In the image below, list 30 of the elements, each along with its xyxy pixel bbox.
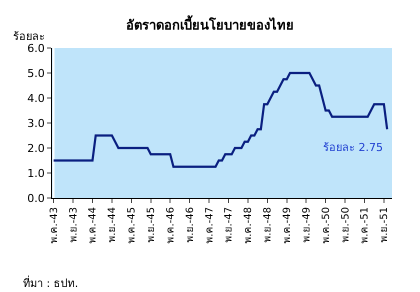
x-tick-label: พ.ค.-51 — [360, 207, 371, 244]
chart-title: อัตราดอกเบี้ยนโยบายของไทย — [126, 14, 294, 34]
x-tick-label: พ.ย.-48 — [262, 207, 274, 243]
y-tick-label: 3.0 — [27, 116, 45, 130]
x-tick-label: พ.ย.-45 — [146, 207, 158, 243]
x-tick-label: พ.ย.-49 — [301, 207, 312, 243]
x-tick-label: พ.ค.-49 — [282, 207, 294, 244]
y-tick-label: 2.0 — [27, 142, 45, 155]
y-tick-label: 4.0 — [27, 92, 45, 105]
annotation: ร้อยละ 2.75 — [323, 141, 383, 154]
y-tick-label: 6.0 — [27, 42, 45, 55]
x-tick-label: พ.ย.-47 — [224, 207, 235, 243]
x-tick-label: พ.ค.-45 — [126, 207, 138, 244]
x-tick-label: พ.ค.-44 — [88, 207, 99, 244]
x-tick-label: พ.ย.-50 — [340, 207, 352, 243]
x-tick-label: พ.ค.-48 — [243, 207, 254, 244]
x-tick-label: พ.ค.-46 — [165, 207, 176, 244]
y-tick-label: 5.0 — [27, 66, 45, 80]
x-tick-label: พ.ค.-43 — [48, 207, 60, 244]
line-series — [52, 72, 388, 168]
x-tick-label: พ.ค.-50 — [320, 207, 332, 244]
x-tick-label: พ.ย.-43 — [68, 207, 80, 243]
y-axis-title: ร้อยละ — [13, 30, 45, 43]
text: ที่มา : ธปท. — [23, 275, 78, 290]
x-tick-label: พ.ย.-51 — [379, 207, 390, 243]
x-tick-label: พ.ค.-47 — [204, 207, 216, 244]
x-tick-label: พ.ย.-44 — [107, 207, 118, 243]
y-tick-label: 1.0 — [27, 166, 45, 180]
y-tick-label: 0.0 — [27, 192, 45, 205]
x-tick-label: พ.ย.-46 — [184, 207, 196, 243]
